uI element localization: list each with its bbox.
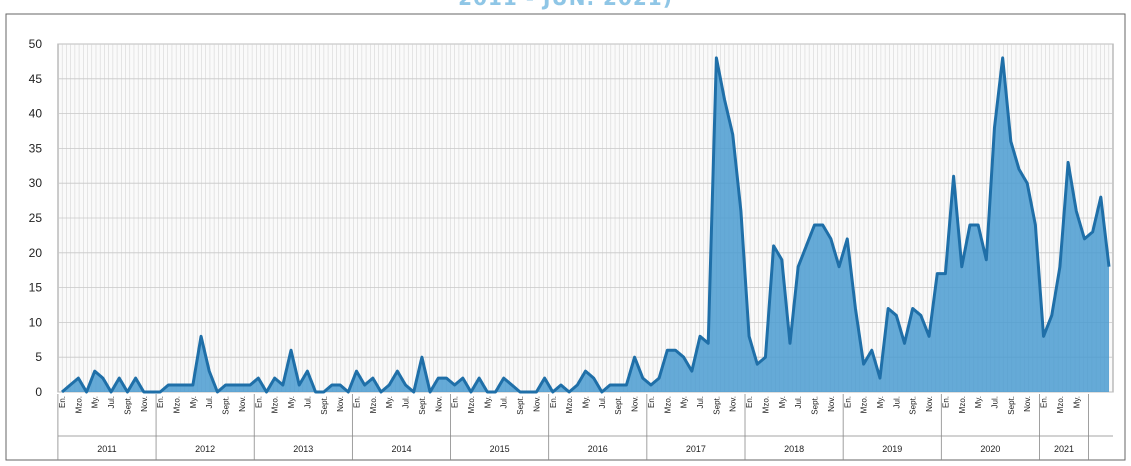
x-tick-label: En.: [156, 396, 165, 408]
y-tick-label: 40: [29, 107, 43, 121]
x-tick-label: Nov.: [1023, 396, 1032, 412]
x-tick-label: My.: [1072, 396, 1081, 408]
x-tick-label: Nov.: [336, 396, 345, 412]
year-label: 2011: [97, 444, 116, 454]
x-tick-label: Jul.: [303, 396, 312, 408]
x-tick-label: Sept.: [614, 396, 623, 415]
x-tick-label: Nov.: [532, 396, 541, 412]
x-tick-label: Sept.: [222, 396, 231, 415]
year-label: 2012: [195, 444, 215, 454]
x-tick-label: Sept.: [909, 396, 918, 415]
year-label: 2018: [784, 444, 804, 454]
year-label: 2015: [490, 444, 510, 454]
x-tick-label: My.: [483, 396, 492, 408]
x-tick-label: Mzo.: [369, 396, 378, 413]
x-tick-label: My.: [974, 396, 983, 408]
x-tick-label: My.: [680, 396, 689, 408]
x-tick-label: Sept.: [516, 396, 525, 415]
y-tick-label: 45: [29, 72, 43, 86]
x-tick-label: Nov.: [238, 396, 247, 412]
x-tick-label: Nov.: [140, 396, 149, 412]
x-tick-label: Sept.: [811, 396, 820, 415]
x-tick-label: En.: [745, 396, 754, 408]
x-tick-label: Sept.: [1007, 396, 1016, 415]
year-label: 2016: [588, 444, 608, 454]
x-tick-label: Jul.: [107, 396, 116, 408]
x-tick-label: Mzo.: [173, 396, 182, 413]
x-tick-label: Jul.: [990, 396, 999, 408]
x-tick-label: Jul.: [794, 396, 803, 408]
x-tick-label: Sept.: [712, 396, 721, 415]
y-tick-label: 0: [35, 385, 42, 399]
y-tick-label: 15: [29, 281, 43, 295]
x-tick-label: En.: [647, 396, 656, 408]
y-tick-label: 35: [29, 141, 43, 155]
x-tick-label: Sept.: [320, 396, 329, 415]
year-label: 2021: [1054, 444, 1074, 454]
x-tick-label: Mzo.: [761, 396, 770, 413]
x-tick-label: Mzo.: [271, 396, 280, 413]
x-tick-label: Mzo.: [958, 396, 967, 413]
x-tick-label: Mzo.: [1056, 396, 1065, 413]
x-tick-label: En.: [58, 396, 67, 408]
y-tick-label: 5: [35, 350, 42, 364]
x-tick-label: Nov.: [434, 396, 443, 412]
x-tick-label: Jul.: [696, 396, 705, 408]
x-tick-label: My.: [287, 396, 296, 408]
year-label: 2019: [882, 444, 902, 454]
year-label: 2017: [686, 444, 706, 454]
x-tick-label: En.: [941, 396, 950, 408]
year-label: 2014: [391, 444, 411, 454]
x-tick-label: En.: [254, 396, 263, 408]
x-tick-label: En.: [1040, 396, 1049, 408]
x-tick-label: My.: [778, 396, 787, 408]
year-label: 2020: [980, 444, 1000, 454]
x-tick-label: En.: [451, 396, 460, 408]
y-tick-label: 30: [29, 176, 43, 190]
x-tick-label: Mzo.: [565, 396, 574, 413]
x-tick-label: Nov.: [827, 396, 836, 412]
y-tick-label: 50: [29, 37, 43, 51]
x-tick-label: En.: [549, 396, 558, 408]
x-tick-label: En.: [352, 396, 361, 408]
series-area-fill: [62, 57, 1109, 393]
y-tick-label: 25: [29, 211, 43, 225]
x-tick-label: Mzo.: [74, 396, 83, 413]
x-tick-label: My.: [91, 396, 100, 408]
x-tick-label: Mzo.: [663, 396, 672, 413]
x-tick-label: Jul.: [500, 396, 509, 408]
x-tick-label: My.: [189, 396, 198, 408]
x-tick-label: Mzo.: [467, 396, 476, 413]
x-tick-label: My.: [876, 396, 885, 408]
chart-title: 2011 - JUN. 2021): [0, 0, 1131, 10]
x-axis: En. Mzo. My. Jul. Sept. Nov. 2011 En. Mzo. My. Jul…: [57, 394, 1113, 460]
x-tick-label: Jul.: [892, 396, 901, 408]
y-tick-label: 10: [29, 315, 43, 329]
year-label: 2013: [293, 444, 313, 454]
x-tick-label: En.: [843, 396, 852, 408]
x-tick-label: Jul.: [402, 396, 411, 408]
x-tick-label: Jul.: [205, 396, 214, 408]
x-tick-label: Nov.: [631, 396, 640, 412]
y-axis: 0 5 10 15 20 25 30 35 40 45 50: [29, 37, 43, 399]
y-tick-label: 20: [29, 246, 43, 260]
x-tick-label: Sept.: [123, 396, 132, 415]
x-tick-label: Nov.: [925, 396, 934, 412]
x-tick-label: Nov.: [729, 396, 738, 412]
series-line: [61, 56, 1111, 394]
x-tick-label: My.: [582, 396, 591, 408]
x-tick-label: My.: [385, 396, 394, 408]
x-tick-label: Jul.: [598, 396, 607, 408]
x-tick-label: Mzo.: [860, 396, 869, 413]
x-tick-label: Sept.: [418, 396, 427, 415]
